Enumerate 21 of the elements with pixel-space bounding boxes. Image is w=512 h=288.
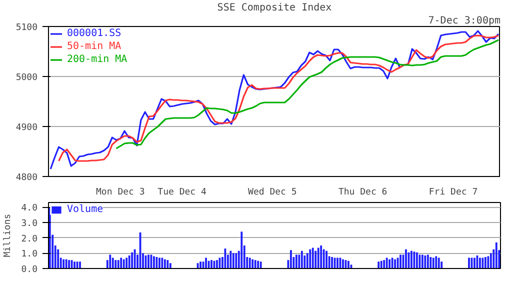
x-tick-label: Tue Dec 4	[158, 188, 206, 198]
annotation: 7-Dec 3:00pm	[428, 16, 501, 26]
y-tick-label: 5000	[16, 73, 38, 83]
y-tick-label: 3.0	[21, 218, 38, 229]
y-tick-label: 5100	[16, 23, 38, 33]
text: 000001.SS	[67, 28, 122, 39]
y-tick-label: 1.0	[21, 250, 38, 260]
y-axis-title: Millions	[3, 214, 14, 258]
y-tick-label: 4900	[16, 123, 38, 133]
y-tick-label: 4800	[16, 173, 38, 183]
x-tick-label: Wed Dec 5	[248, 188, 297, 198]
y-tick-label: 0.0	[21, 265, 38, 275]
x-tick-label: Fri Dec 7	[428, 188, 478, 198]
chart-title: SSE Composite Index	[217, 2, 332, 14]
legend-label: Volume	[67, 204, 104, 215]
y-tick-label: 2.0	[21, 234, 38, 244]
text: 50-min MA	[67, 41, 122, 52]
x-tick-label: Mon Dec 3	[96, 188, 145, 198]
text: 200-min MA	[67, 54, 128, 65]
y-tick-label: 4.0	[21, 204, 38, 214]
x-tick-label: Thu Dec 6	[338, 188, 388, 198]
